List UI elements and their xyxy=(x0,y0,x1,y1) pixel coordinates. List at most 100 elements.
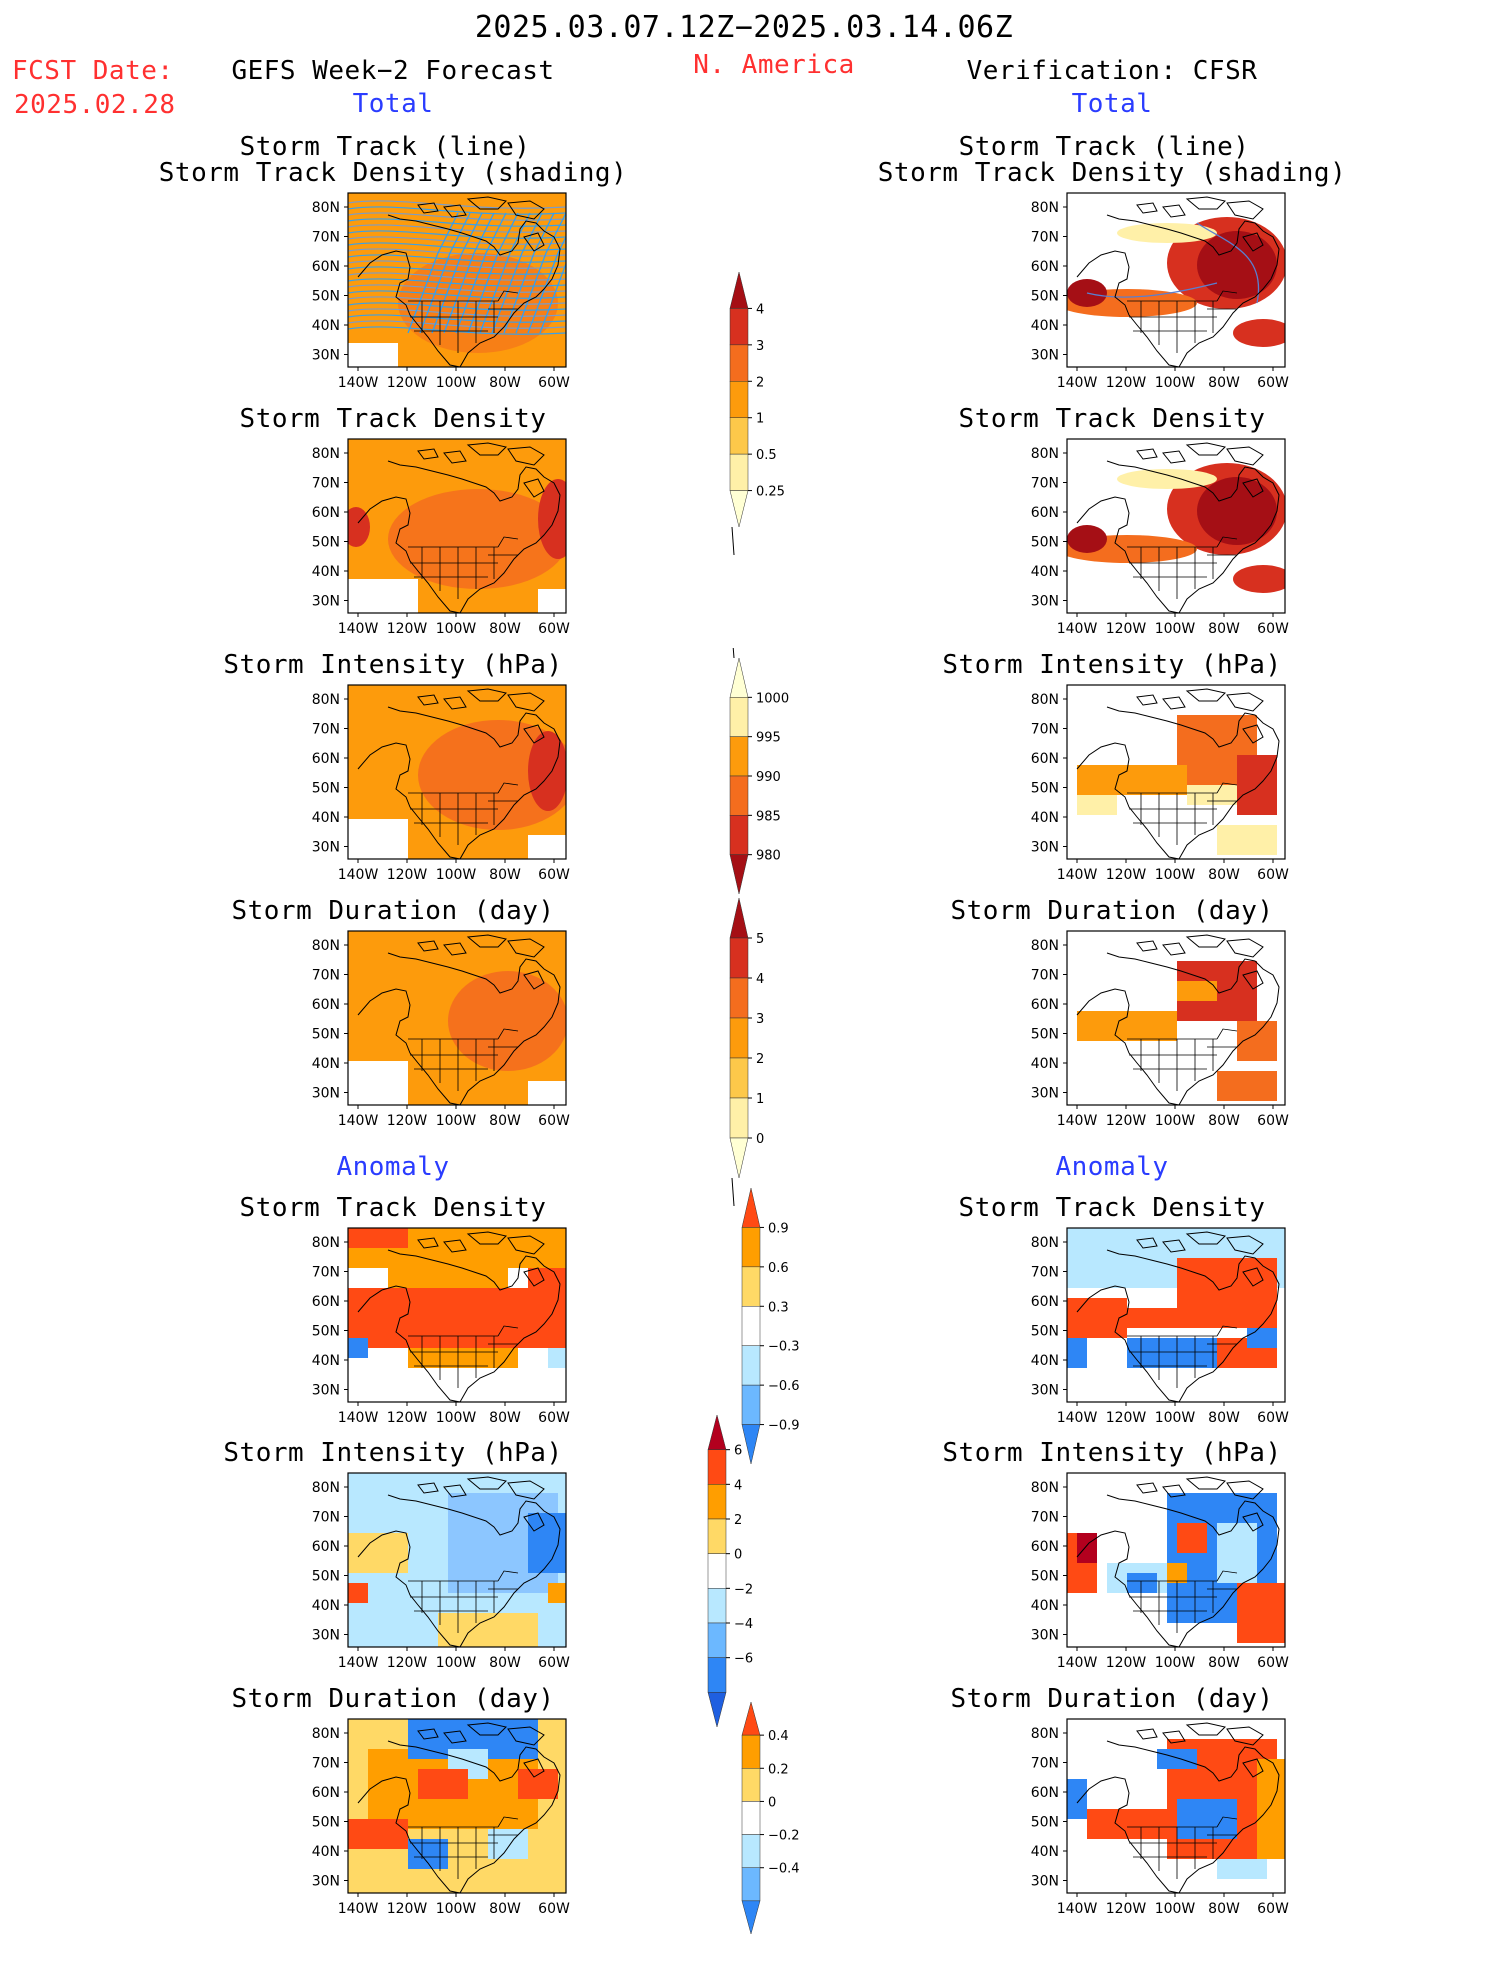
colorbar-duration-anomaly: 0.4 0.2 0 −0.2 −0.4 xyxy=(732,1692,812,1968)
lon-tick-label: 100W xyxy=(436,1901,477,1917)
lat-tick-label: 70N xyxy=(312,230,340,246)
lat-tick-label: 70N xyxy=(1031,722,1059,738)
lon-tick-label: 60W xyxy=(538,621,570,637)
lon-tick-label: 100W xyxy=(1155,375,1196,391)
colorbar-label: 2 xyxy=(756,1052,764,1067)
lon-tick-label: 80W xyxy=(489,375,521,391)
lat-tick-label: 80N xyxy=(1031,938,1059,954)
colorbar-swatch xyxy=(707,1692,727,1728)
lat-tick-label: 50N xyxy=(1031,1569,1059,1585)
lat-tick-label: 70N xyxy=(312,722,340,738)
lon-tick-label: 120W xyxy=(1106,867,1147,883)
lat-tick-label: 40N xyxy=(1031,810,1059,826)
lat-tick-label: 80N xyxy=(312,938,340,954)
lon-tick-label: 140W xyxy=(1057,1410,1098,1426)
colorbar-intensity-anomaly: 6 4 2 0 −2 −4 −6 xyxy=(698,1405,778,1761)
lon-tick-label: 120W xyxy=(1106,375,1147,391)
panel-title-intensity-anom-left: Storm Intensity (hPa) xyxy=(223,1438,563,1468)
lon-tick-label: 100W xyxy=(436,1655,477,1671)
lat-tick-label: 80N xyxy=(1031,1235,1059,1251)
colorbar-label: 980 xyxy=(756,849,781,864)
map-verification-duration-anomaly: 80N 70N 60N 50N 40N 30N 140W 120W 100W 80W 60W xyxy=(1003,1718,1291,1923)
panel-title-density-left: Storm Track Density xyxy=(239,404,547,434)
colorbar-swatch xyxy=(741,1834,761,1868)
lat-tick-label: 40N xyxy=(312,1844,340,1860)
map-forecast-intensity: 80N 70N 60N 50N 40N 30N 140W 120W 100W 80W 60W xyxy=(284,684,572,889)
colorbar-swatch xyxy=(741,1424,761,1465)
lat-tick-label: 80N xyxy=(1031,1726,1059,1742)
colorbar-label: 4 xyxy=(756,972,764,987)
colorbar-swatch xyxy=(729,308,749,346)
lon-tick-label: 60W xyxy=(1257,1901,1289,1917)
colorbar-swatch xyxy=(741,1306,761,1346)
colorbar-label: 0.6 xyxy=(768,1261,789,1276)
map-forecast-duration-anomaly: 80N 70N 60N 50N 40N 30N 140W 120W 100W 80W 60W xyxy=(284,1718,572,1923)
lat-tick-label: 80N xyxy=(312,1726,340,1742)
colorbar-swatch xyxy=(729,897,749,939)
colorbar-swatch xyxy=(707,1657,727,1693)
lat-tick-label: 30N xyxy=(1031,1628,1059,1644)
colorbar-label: −0.9 xyxy=(768,1419,800,1434)
colorbar-swatch xyxy=(707,1414,727,1450)
lon-tick-label: 120W xyxy=(387,1113,428,1129)
total-label-left: Total xyxy=(352,89,434,119)
lon-tick-label: 100W xyxy=(436,867,477,883)
colorbar-swatch xyxy=(707,1518,727,1554)
colorbar-label: 1000 xyxy=(756,691,789,706)
panel-title-intensity-right: Storm Intensity (hPa) xyxy=(942,650,1282,680)
lat-tick-label: 70N xyxy=(312,968,340,984)
lon-tick-label: 140W xyxy=(1057,1655,1098,1671)
lat-tick-label: 40N xyxy=(1031,564,1059,580)
lat-tick-label: 30N xyxy=(312,1874,340,1890)
colorbar-swatch xyxy=(729,1097,749,1139)
colorbar-label: −0.4 xyxy=(768,1862,800,1877)
lat-tick-label: 50N xyxy=(312,1027,340,1043)
lat-tick-label: 80N xyxy=(1031,1480,1059,1496)
colorbar-label: 1 xyxy=(756,412,764,427)
lat-tick-label: 60N xyxy=(312,505,340,521)
lat-tick-label: 70N xyxy=(1031,476,1059,492)
colorbar-swatch xyxy=(729,417,749,455)
lon-tick-label: 60W xyxy=(538,1901,570,1917)
lon-tick-label: 80W xyxy=(489,621,521,637)
panel-title-density-anom-left: Storm Track Density xyxy=(239,1193,547,1223)
lon-tick-label: 80W xyxy=(489,867,521,883)
colorbar-swatch xyxy=(741,1266,761,1307)
colorbar-swatch xyxy=(729,381,749,418)
lon-tick-label: 60W xyxy=(1257,375,1289,391)
map-forecast-intensity-anomaly: 80N 70N 60N 50N 40N 30N 140W 120W 100W 80W 60W xyxy=(284,1472,572,1677)
lat-tick-label: 60N xyxy=(312,1785,340,1801)
colorbar-swatch xyxy=(741,1345,761,1386)
lon-tick-label: 100W xyxy=(436,375,477,391)
colorbar-label: −4 xyxy=(734,1617,753,1632)
lon-tick-label: 140W xyxy=(1057,375,1098,391)
lat-tick-label: 30N xyxy=(1031,1086,1059,1102)
colorbar-label: −2 xyxy=(734,1582,753,1597)
lon-tick-label: 80W xyxy=(1208,621,1240,637)
lon-tick-label: 80W xyxy=(489,1901,521,1917)
lat-tick-label: 30N xyxy=(1031,840,1059,856)
panel-title-intensity-anom-right: Storm Intensity (hPa) xyxy=(942,1438,1282,1468)
lat-tick-label: 30N xyxy=(312,1383,340,1399)
lat-tick-label: 40N xyxy=(1031,1598,1059,1614)
colorbar-swatch xyxy=(729,697,749,737)
lat-tick-label: 60N xyxy=(312,259,340,275)
colorbar-swatch xyxy=(741,1801,761,1835)
lon-tick-label: 140W xyxy=(338,621,379,637)
colorbar-label: 0.3 xyxy=(768,1300,789,1315)
lat-tick-label: 80N xyxy=(312,200,340,216)
panel-title-duration-left: Storm Duration (day) xyxy=(231,896,555,926)
lat-tick-label: 50N xyxy=(312,1815,340,1831)
colorbar-swatch xyxy=(729,453,749,491)
colorbar-label: −0.3 xyxy=(768,1340,800,1355)
lon-tick-label: 80W xyxy=(1208,867,1240,883)
colorbar-swatch xyxy=(741,1768,761,1802)
colorbar-label: 1 xyxy=(756,1092,764,1107)
lat-tick-label: 60N xyxy=(312,1294,340,1310)
map-forecast-density: 80N 70N 60N 50N 40N 30N 140W 120W 100W 80W 60W xyxy=(284,438,572,643)
colorbar-swatch xyxy=(729,736,749,777)
panel-title-duration-anom-right: Storm Duration (day) xyxy=(950,1684,1274,1714)
colorbar-swatch xyxy=(729,977,749,1019)
colorbar-density-anomaly: 0.9 0.6 0.3 −0.3 −0.6 −0.9 xyxy=(732,1178,812,1498)
lat-tick-label: 80N xyxy=(1031,200,1059,216)
